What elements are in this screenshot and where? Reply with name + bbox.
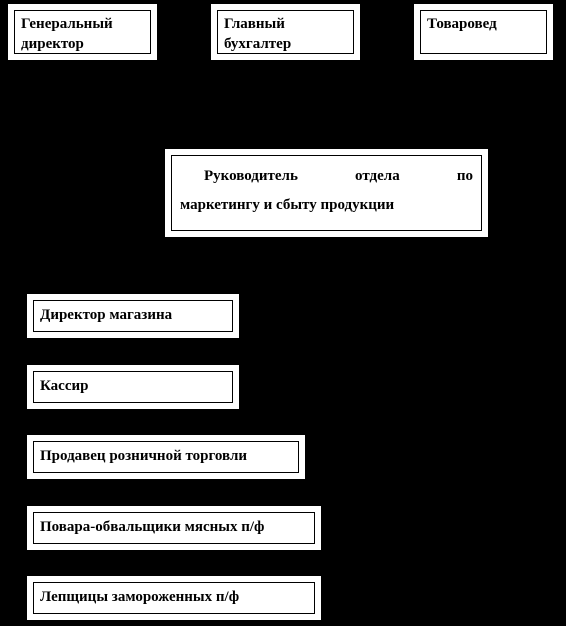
node-marketing-head: Руководитель отдела по маркетингу и сбыт…	[165, 149, 488, 237]
node-label: Продавец розничной торговли	[33, 441, 299, 473]
node-cashier: Кассир	[27, 365, 239, 409]
node-merchandiser: Товаровед	[414, 4, 553, 60]
node-label: Директор магазина	[33, 300, 233, 332]
node-retail-seller: Продавец розничной торговли	[27, 435, 305, 479]
node-general-director: Генеральный директор	[8, 4, 157, 60]
node-chief-accountant: Главный бухгалтер	[211, 4, 360, 60]
node-store-director: Директор магазина	[27, 294, 239, 338]
node-label: Руководитель отдела по маркетингу и сбыт…	[171, 155, 482, 231]
node-molders: Лепщицы замороженных п/ф	[27, 576, 321, 620]
node-label: Генеральный директор	[14, 10, 151, 54]
node-label: Лепщицы замороженных п/ф	[33, 582, 315, 614]
node-meat-cooks: Повара-обвальщики мясных п/ф	[27, 506, 321, 550]
node-label: Товаровед	[420, 10, 547, 54]
node-label: Кассир	[33, 371, 233, 403]
node-label-line2: маркетингу и сбыту продукции	[180, 191, 473, 220]
node-label: Повара-обвальщики мясных п/ф	[33, 512, 315, 544]
node-label-line1: Руководитель отдела по	[180, 162, 473, 191]
node-label: Главный бухгалтер	[217, 10, 354, 54]
